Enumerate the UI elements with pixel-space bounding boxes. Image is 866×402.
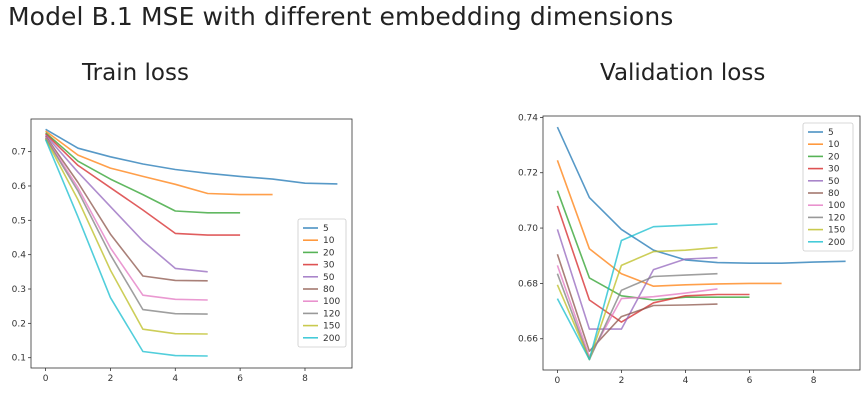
val-legend-label-5: 5 bbox=[828, 128, 834, 138]
train-legend-label-200: 200 bbox=[323, 334, 340, 344]
train-series-line-150 bbox=[44, 138, 208, 335]
train-x-tick-label: 2 bbox=[108, 374, 114, 384]
train-x-tick-label: 8 bbox=[302, 374, 308, 384]
val-series-line-5 bbox=[556, 126, 846, 265]
val-legend-label-30: 30 bbox=[828, 165, 840, 175]
val-y-tick-label: 0.72 bbox=[518, 169, 538, 179]
val-legend bbox=[802, 122, 854, 252]
train-y-tick-label: 0.1 bbox=[12, 354, 26, 364]
train-legend-label-150: 150 bbox=[323, 322, 340, 332]
val-legend-label-200: 200 bbox=[828, 238, 845, 248]
page-title: Model B.1 MSE with different embedding d… bbox=[8, 2, 674, 31]
val-legend-label-20: 20 bbox=[828, 152, 840, 162]
train-loss-title: Train loss bbox=[82, 60, 189, 86]
train-legend bbox=[297, 218, 347, 348]
val-legend-label-120: 120 bbox=[828, 213, 845, 223]
train-legend-label-80: 80 bbox=[323, 285, 335, 295]
val-series-line-150 bbox=[556, 246, 718, 361]
train-legend-label-50: 50 bbox=[323, 273, 335, 283]
val-series-line-80 bbox=[556, 254, 718, 353]
train-series-line-200 bbox=[44, 139, 208, 357]
val-series-line-10 bbox=[556, 160, 782, 288]
val-x-tick-label: 4 bbox=[683, 376, 689, 386]
train-y-tick-label: 0.2 bbox=[12, 319, 26, 329]
train-series-line-80 bbox=[44, 135, 208, 282]
val-y-tick-label: 0.74 bbox=[518, 113, 538, 123]
train-series-line-100 bbox=[44, 136, 208, 301]
val-series-line-50 bbox=[556, 229, 718, 330]
val-x-tick-label: 8 bbox=[811, 376, 817, 386]
train-series-line-30 bbox=[45, 133, 241, 236]
train-series-line-50 bbox=[44, 134, 208, 273]
val-series-line-200 bbox=[556, 223, 718, 361]
train-legend-label-10: 10 bbox=[323, 236, 335, 246]
val-series-line-30 bbox=[556, 205, 750, 323]
train-y-tick-label: 0.7 bbox=[12, 148, 26, 158]
train-y-tick-label: 0.3 bbox=[12, 285, 26, 295]
train-legend-label-30: 30 bbox=[323, 261, 335, 271]
val-x-tick-label: 0 bbox=[555, 376, 561, 386]
train-legend-label-120: 120 bbox=[323, 309, 340, 319]
validation-loss-title: Validation loss bbox=[600, 60, 766, 86]
train-legend-label-100: 100 bbox=[323, 297, 340, 307]
val-y-tick-label: 0.68 bbox=[518, 279, 538, 289]
train-y-tick-label: 0.5 bbox=[12, 216, 26, 226]
val-legend-label-80: 80 bbox=[828, 189, 840, 199]
train-series-line-120 bbox=[44, 137, 208, 315]
train-x-tick-label: 6 bbox=[237, 374, 243, 384]
train-y-tick-label: 0.6 bbox=[12, 182, 27, 192]
val-legend-label-10: 10 bbox=[828, 140, 840, 150]
train-series-line-5 bbox=[45, 128, 338, 185]
val-legend-label-50: 50 bbox=[828, 177, 840, 187]
val-series-line-120 bbox=[556, 272, 718, 361]
val-x-tick-label: 2 bbox=[619, 376, 625, 386]
val-axes-frame bbox=[542, 115, 861, 371]
val-y-tick-label: 0.70 bbox=[518, 224, 538, 234]
val-series-line-100 bbox=[556, 265, 718, 358]
val-legend-label-150: 150 bbox=[828, 226, 845, 236]
train-x-tick-label: 4 bbox=[172, 374, 178, 384]
train-series-line-10 bbox=[45, 130, 273, 196]
train-series-line-20 bbox=[45, 132, 241, 214]
train-legend-label-5: 5 bbox=[323, 224, 329, 234]
val-series-line-20 bbox=[556, 190, 750, 301]
train-y-tick-label: 0.4 bbox=[12, 251, 27, 261]
val-legend-label-100: 100 bbox=[828, 201, 845, 211]
val-x-tick-label: 6 bbox=[747, 376, 753, 386]
val-y-tick-label: 0.66 bbox=[518, 335, 538, 345]
train-legend-label-20: 20 bbox=[323, 248, 335, 258]
train-axes-frame bbox=[30, 118, 353, 369]
train-x-tick-label: 0 bbox=[43, 374, 49, 384]
